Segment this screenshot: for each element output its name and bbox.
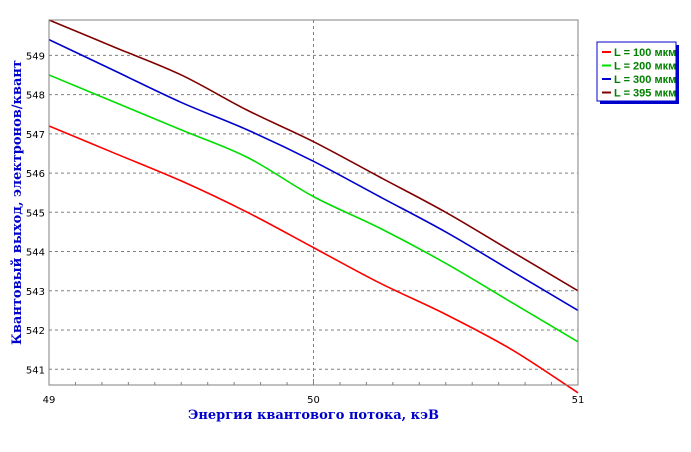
plot-frame (48, 19, 579, 386)
y-tick-label: 544 (26, 248, 45, 259)
grid (48, 20, 579, 385)
y-tick-label: 541 (26, 365, 45, 376)
y-tick-label: 542 (26, 326, 45, 337)
legend-label-2: L = 200 мкм (614, 61, 676, 73)
series-line-1 (48, 125, 579, 394)
series-line-3 (48, 38, 579, 312)
x-tick-label: 51 (572, 395, 585, 406)
series-line-4 (48, 19, 579, 292)
legend-label-1: L = 100 мкм (614, 47, 676, 59)
y-axis-title: Квантовый выход, электронов/квант (10, 60, 25, 345)
y-tick-label: 549 (26, 51, 45, 62)
y-tick-label: 548 (26, 91, 45, 102)
x-tick-labels: 49 50 51 (43, 395, 585, 406)
y-tick-labels: 541 542 543 544 545 546 547 548 549 (26, 51, 45, 376)
x-axis-title: Энергия квантового потока, кэВ (188, 408, 439, 423)
minor-ticks (48, 379, 579, 385)
legend-label-3: L = 300 мкм (614, 74, 676, 86)
x-tick-label: 50 (307, 395, 320, 406)
y-tick-label: 543 (26, 287, 45, 298)
series-line-2 (48, 74, 579, 343)
series-lines (48, 19, 579, 394)
legend-label-4: L = 395 мкм (614, 88, 676, 100)
y-tick-label: 545 (26, 208, 45, 219)
y-tick-label: 547 (26, 130, 45, 141)
x-tick-label: 49 (43, 395, 56, 406)
y-tick-label: 546 (26, 169, 45, 180)
